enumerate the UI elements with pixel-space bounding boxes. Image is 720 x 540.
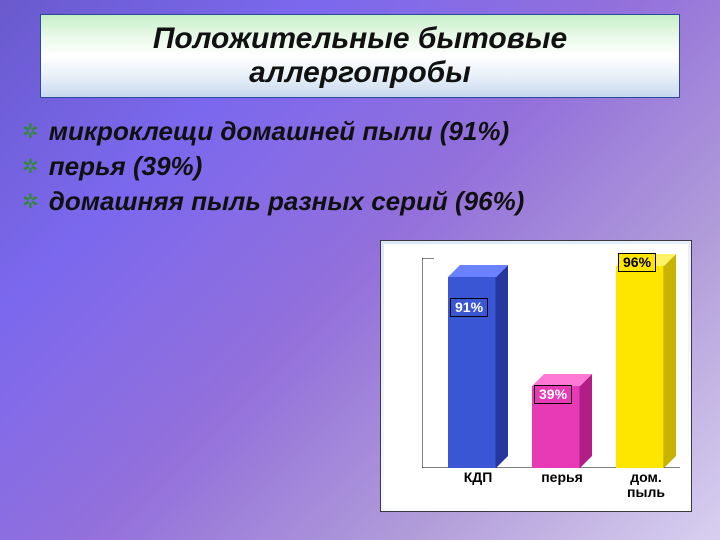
bullet-label: домашняя пыль разных серий (96%) bbox=[49, 186, 525, 217]
bullet-item: ✲ микроклещи домашней пыли (91%) bbox=[22, 116, 702, 147]
bullet-star-icon: ✲ bbox=[22, 122, 39, 142]
bullet-list: ✲ микроклещи домашней пыли (91%) ✲ перья (3… bbox=[22, 112, 702, 221]
bar-category-label: дом. пыль bbox=[610, 470, 682, 499]
bar bbox=[616, 254, 676, 468]
bar-side bbox=[496, 265, 508, 468]
bullet-star-icon: ✲ bbox=[22, 192, 39, 212]
title-box: Положительные бытовые аллергопробы bbox=[40, 14, 680, 98]
chart-inner: 91%39%96% КДПперьядом. пыль bbox=[384, 244, 688, 508]
bar-front bbox=[532, 386, 580, 468]
bar-side bbox=[580, 374, 592, 468]
bar-front bbox=[616, 266, 664, 468]
title-text: Положительные бытовые аллергопробы bbox=[41, 22, 679, 91]
bullet-label: перья (39%) bbox=[49, 151, 203, 182]
bar-category-label: перья bbox=[526, 470, 598, 485]
categories-layer: КДП перья дом. пыль bbox=[422, 470, 680, 504]
bar-category-label: КДП bbox=[442, 470, 514, 485]
bullet-item: ✲ домашняя пыль разных серий (96%) bbox=[22, 186, 702, 217]
bullet-label: микроклещи домашней пыли (91%) bbox=[49, 116, 509, 147]
bar bbox=[448, 265, 508, 468]
slide: Положительные бытовые аллергопробы ✲ микр… bbox=[0, 0, 720, 540]
bullet-star-icon: ✲ bbox=[22, 157, 39, 177]
chart-card: 91%39%96% КДПперьядом. пыль bbox=[380, 240, 692, 512]
bar bbox=[532, 374, 592, 468]
bars-layer bbox=[422, 258, 680, 468]
bar-side bbox=[664, 254, 676, 468]
bar-front bbox=[448, 277, 496, 468]
bullet-item: ✲ перья (39%) bbox=[22, 151, 702, 182]
